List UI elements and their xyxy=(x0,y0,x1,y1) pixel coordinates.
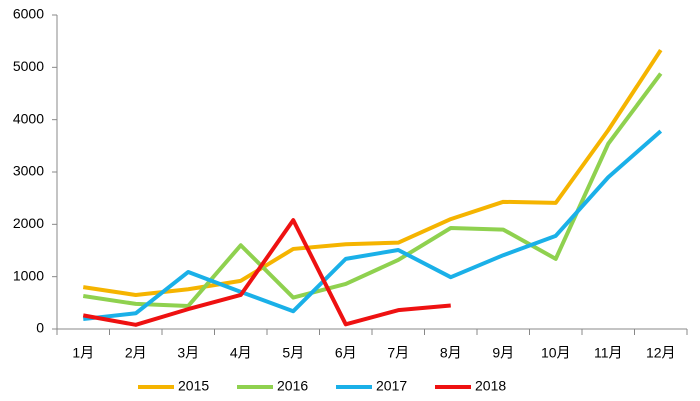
x-tick-label: 11月 xyxy=(594,345,623,361)
x-tick-label: 3月 xyxy=(177,345,199,361)
x-tick-label: 10月 xyxy=(541,345,571,361)
x-tick-label: 4月 xyxy=(230,345,252,361)
x-tick-label: 9月 xyxy=(492,345,514,361)
x-tick-label: 5月 xyxy=(282,345,304,361)
legend-label: 2017 xyxy=(376,378,407,394)
y-tick-label: 2000 xyxy=(13,215,44,231)
series-line xyxy=(82,72,663,308)
y-tick-label: 4000 xyxy=(13,110,44,126)
series-line xyxy=(83,129,663,322)
y-tick-label: 5000 xyxy=(13,58,44,74)
x-tick-label: 2月 xyxy=(125,345,147,361)
x-tick-label: 12月 xyxy=(646,345,676,361)
legend-label: 2016 xyxy=(277,378,308,394)
legend-label: 2015 xyxy=(178,378,209,394)
series-line xyxy=(82,48,663,297)
y-tick-label: 1000 xyxy=(13,267,44,283)
x-tick-label: 1月 xyxy=(72,345,94,361)
y-tick-label: 3000 xyxy=(13,163,44,179)
legend-label: 2018 xyxy=(475,378,506,394)
x-tick-label: 6月 xyxy=(335,345,357,361)
series-line xyxy=(82,218,451,327)
x-tick-label: 7月 xyxy=(387,345,409,361)
x-tick-label: 8月 xyxy=(440,345,462,361)
y-tick-label: 0 xyxy=(36,320,44,336)
y-tick-label: 6000 xyxy=(13,6,44,22)
